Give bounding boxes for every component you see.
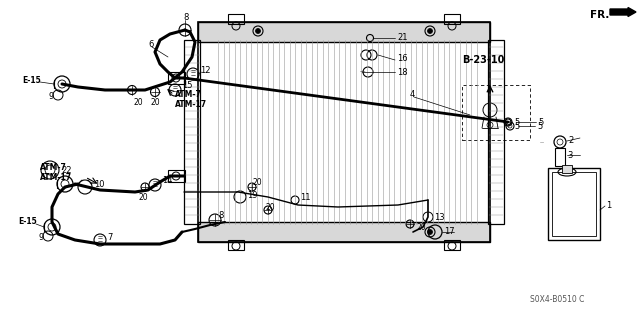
Bar xyxy=(555,148,565,166)
Bar xyxy=(552,172,596,236)
Text: 5: 5 xyxy=(537,122,542,131)
Text: 20: 20 xyxy=(252,178,262,187)
Text: ATM-7: ATM-7 xyxy=(175,90,202,99)
Text: 16: 16 xyxy=(397,53,408,62)
Text: 15: 15 xyxy=(182,81,193,90)
Text: ATM-17: ATM-17 xyxy=(40,172,72,181)
FancyArrow shape xyxy=(610,7,636,17)
Bar xyxy=(228,14,244,24)
Bar xyxy=(198,22,490,42)
Text: 1: 1 xyxy=(606,201,611,210)
Circle shape xyxy=(505,119,511,125)
Bar xyxy=(444,240,460,250)
Bar xyxy=(184,40,200,224)
Text: 7: 7 xyxy=(107,233,113,242)
Text: 2: 2 xyxy=(568,135,573,145)
Text: 4: 4 xyxy=(410,90,415,99)
Text: FR.: FR. xyxy=(590,10,609,20)
Text: 20: 20 xyxy=(265,203,275,212)
Text: 3: 3 xyxy=(567,150,572,159)
Text: 20: 20 xyxy=(150,98,159,107)
Bar xyxy=(198,222,490,242)
Bar xyxy=(562,165,572,173)
Text: ATM-17: ATM-17 xyxy=(175,100,207,108)
Text: 21: 21 xyxy=(397,33,408,42)
Bar xyxy=(168,170,185,182)
Text: 20: 20 xyxy=(416,222,426,231)
Text: 20: 20 xyxy=(133,98,143,107)
Text: 20: 20 xyxy=(138,194,148,203)
Text: —: — xyxy=(540,140,544,144)
Text: 10: 10 xyxy=(94,180,104,188)
Bar xyxy=(548,168,600,240)
Text: 5: 5 xyxy=(514,117,519,126)
Text: 18: 18 xyxy=(397,68,408,76)
Text: —: — xyxy=(360,69,365,75)
Text: 13: 13 xyxy=(434,212,445,221)
Circle shape xyxy=(428,229,433,235)
Text: E-15: E-15 xyxy=(18,218,36,227)
Text: 5: 5 xyxy=(538,117,543,126)
Bar xyxy=(462,85,530,140)
Text: 9: 9 xyxy=(38,233,44,242)
Text: 8: 8 xyxy=(183,12,188,21)
Text: B-23-10: B-23-10 xyxy=(462,55,504,65)
Text: 5: 5 xyxy=(514,122,519,131)
Bar xyxy=(488,40,504,224)
Text: 9: 9 xyxy=(48,92,53,100)
Bar xyxy=(168,72,185,84)
Text: 8: 8 xyxy=(218,211,223,220)
Text: 22: 22 xyxy=(61,165,72,174)
Text: 12: 12 xyxy=(200,66,211,75)
Text: 11: 11 xyxy=(300,193,310,202)
Text: 19: 19 xyxy=(247,190,257,199)
Text: E-15: E-15 xyxy=(22,76,41,84)
Text: 6: 6 xyxy=(148,39,154,49)
Text: 17: 17 xyxy=(444,228,454,236)
Bar xyxy=(444,14,460,24)
Circle shape xyxy=(428,28,433,34)
Bar xyxy=(228,240,244,250)
Circle shape xyxy=(255,28,260,34)
Text: S0X4-B0510 C: S0X4-B0510 C xyxy=(530,295,584,305)
Text: 14: 14 xyxy=(162,175,173,185)
Text: ATM-7: ATM-7 xyxy=(40,163,67,172)
Bar xyxy=(198,22,490,242)
